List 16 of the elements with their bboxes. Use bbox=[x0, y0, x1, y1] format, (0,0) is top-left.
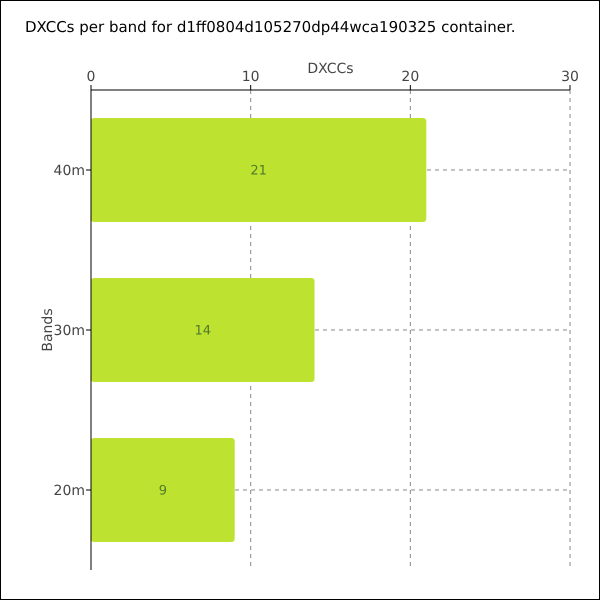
y-tick-label: 40m bbox=[54, 162, 85, 179]
x-axis-title: DXCCs bbox=[307, 61, 354, 77]
bar bbox=[91, 118, 426, 222]
y-axis-title: Bands bbox=[40, 308, 56, 352]
bar bbox=[91, 278, 315, 382]
y-tick-label: 20m bbox=[54, 482, 85, 499]
x-tick-label: 30 bbox=[561, 69, 579, 85]
x-tick-label: 20 bbox=[401, 69, 420, 85]
data-label: 14 bbox=[194, 324, 212, 339]
x-tick-label: 0 bbox=[86, 69, 96, 85]
x-tick-label: 10 bbox=[242, 69, 260, 85]
chart-title: DXCCs per band for d1ff0804d105270dp44wca190325 container. bbox=[25, 18, 516, 36]
y-tick-label: 30m bbox=[54, 322, 85, 339]
bar bbox=[91, 438, 235, 542]
data-label: 9 bbox=[158, 484, 167, 499]
data-label: 21 bbox=[250, 164, 267, 179]
